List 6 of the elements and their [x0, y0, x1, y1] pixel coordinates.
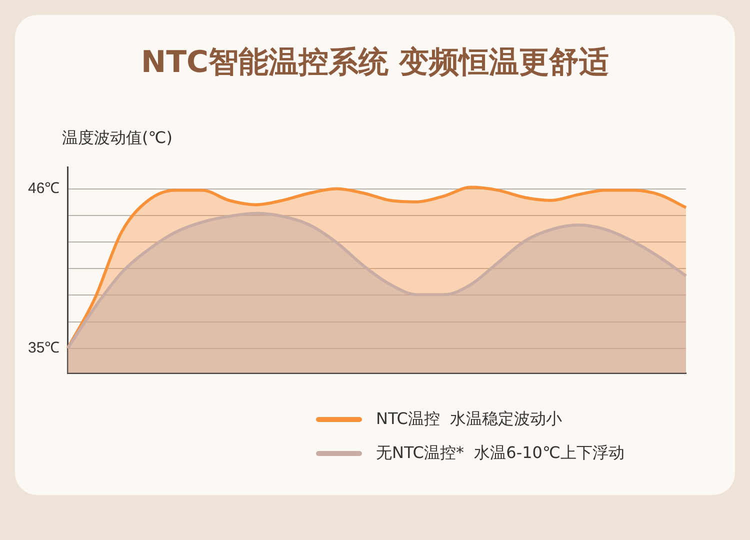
legend-label: 无NTC温控* 水温6-10℃上下浮动: [376, 442, 624, 464]
y-axis-title: 温度波动值(℃): [62, 128, 172, 149]
y-tick-label: 35℃: [28, 339, 60, 356]
y-tick-label: 46℃: [28, 180, 60, 197]
legend-label: NTC温控 水温稳定波动小: [376, 408, 562, 430]
chart-title: NTC智能温控系统 变频恒温更舒适: [140, 44, 610, 82]
